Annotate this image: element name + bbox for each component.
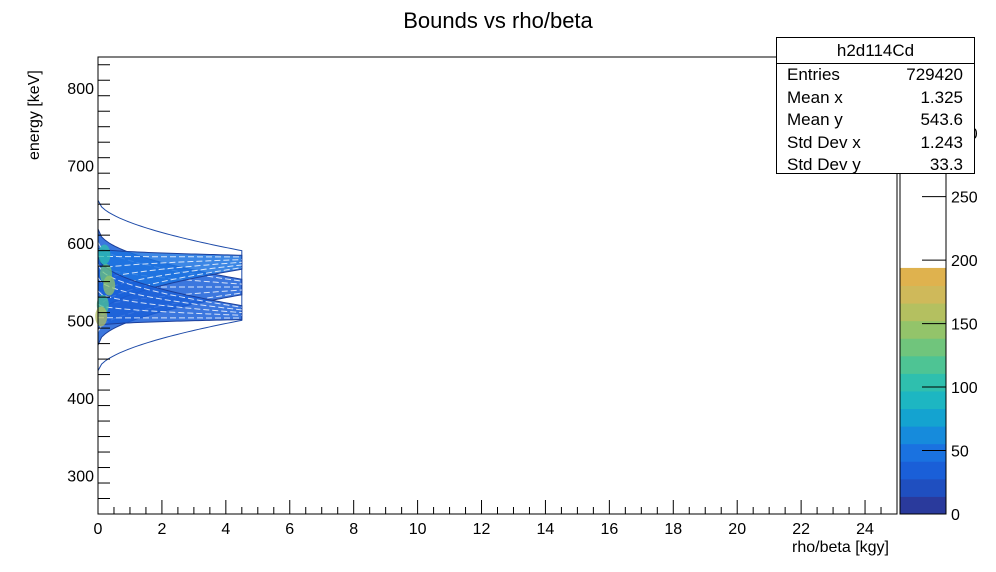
x-tick-label: 20 bbox=[728, 521, 746, 538]
heatmap-stripe bbox=[97, 263, 242, 308]
y-tick-label: 800 bbox=[67, 81, 94, 98]
x-tick-label: 8 bbox=[349, 521, 358, 538]
stats-label: Std Dev y bbox=[787, 155, 861, 174]
heatmap-data bbox=[95, 200, 243, 371]
x-axis: 0 2 4 6 8 10 12 14 16 18 20 22 24 bbox=[94, 500, 898, 538]
heatmap-stripe bbox=[97, 290, 242, 314]
colorbar-segment bbox=[900, 373, 946, 392]
colorbar-tick-label: 200 bbox=[951, 253, 978, 270]
colorbar-segment bbox=[900, 496, 946, 515]
x-tick-label: 10 bbox=[409, 521, 427, 538]
x-tick-label: 22 bbox=[792, 521, 810, 538]
colorbar-segment bbox=[900, 443, 946, 462]
colorbar-segment bbox=[900, 461, 946, 480]
colorbar-segment bbox=[900, 320, 946, 339]
colorbar-tick-label: 50 bbox=[951, 444, 969, 461]
x-tick-label: 24 bbox=[856, 521, 874, 538]
x-tick-label: 16 bbox=[600, 521, 618, 538]
y-tick-label: 700 bbox=[67, 158, 94, 175]
y-tick-label: 600 bbox=[67, 236, 94, 253]
heatmap-stripe bbox=[97, 255, 242, 258]
colorbar-segment bbox=[900, 408, 946, 427]
heatmap-hot-cell bbox=[95, 306, 108, 327]
colorbar: 050100150200250300 bbox=[899, 56, 978, 524]
chart-title: Bounds vs rho/beta bbox=[403, 8, 593, 33]
stats-title: h2d114Cd bbox=[777, 38, 974, 64]
x-tick-label: 12 bbox=[473, 521, 491, 538]
x-tick-label: 2 bbox=[157, 521, 166, 538]
heatmap-hot-cell bbox=[103, 275, 116, 296]
stats-label: Mean x bbox=[787, 87, 843, 107]
colorbar-tick-label: 100 bbox=[951, 380, 978, 397]
x-axis-label: rho/beta [kgy] bbox=[792, 539, 889, 556]
heatmap-stripe bbox=[97, 303, 242, 316]
x-tick-label: 0 bbox=[94, 521, 103, 538]
stats-value: 1.243 bbox=[920, 132, 963, 152]
y-axis: 300 400 500 600 700 800 bbox=[67, 64, 110, 515]
heatmap-stripe bbox=[97, 261, 242, 284]
stats-label: Std Dev x bbox=[787, 132, 861, 152]
colorbar-segment bbox=[900, 338, 946, 357]
stats-value: 729420 bbox=[906, 65, 963, 84]
colorbar-tick-label: 250 bbox=[951, 190, 978, 207]
y-axis-label: energy [keV] bbox=[26, 70, 43, 160]
heatmap-stripe bbox=[97, 277, 242, 311]
stats-row-std-y: Std Dev y 33.3 bbox=[777, 154, 974, 177]
colorbar-segment bbox=[900, 285, 946, 304]
stats-row-mean-y: Mean y 543.6 bbox=[777, 109, 974, 132]
stats-row-entries: Entries 729420 bbox=[777, 64, 974, 87]
stats-value: 33.3 bbox=[929, 155, 963, 174]
y-tick-label: 400 bbox=[67, 391, 94, 408]
stats-label: Entries bbox=[787, 65, 840, 84]
stats-value: 543.6 bbox=[920, 110, 963, 129]
y-tick-label: 300 bbox=[67, 468, 94, 485]
colorbar-segment bbox=[900, 478, 946, 497]
colorbar-tick-label: 0 bbox=[951, 507, 960, 524]
colorbar-segment bbox=[900, 267, 946, 286]
stats-row-std-x: Std Dev x 1.243 bbox=[777, 132, 974, 155]
colorbar-tick-label: 150 bbox=[951, 317, 978, 334]
stats-box: h2d114Cd Entries 729420 Mean x 1.325 Mea… bbox=[776, 37, 975, 174]
stats-label: Mean y bbox=[787, 110, 843, 129]
x-tick-label: 4 bbox=[221, 521, 230, 538]
colorbar-segment bbox=[900, 390, 946, 410]
heatmap-band bbox=[97, 255, 243, 327]
x-tick-label: 18 bbox=[664, 521, 682, 538]
colorbar-segment bbox=[900, 426, 946, 445]
colorbar-segment bbox=[900, 303, 946, 322]
heatmap-hot-cell bbox=[98, 244, 111, 265]
colorbar-segment bbox=[900, 355, 946, 374]
heatmap-stripe bbox=[97, 259, 242, 271]
stats-row-mean-x: Mean x 1.325 bbox=[777, 87, 974, 110]
stats-value: 1.325 bbox=[920, 87, 963, 107]
x-tick-label: 14 bbox=[537, 521, 555, 538]
y-tick-label: 500 bbox=[67, 313, 94, 330]
x-tick-label: 6 bbox=[285, 521, 294, 538]
